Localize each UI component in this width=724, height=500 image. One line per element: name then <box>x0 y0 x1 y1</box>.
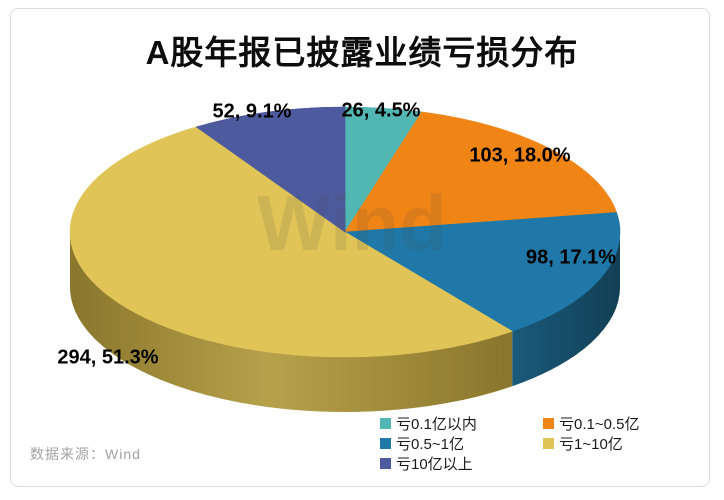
legend-label: 亏0.1亿以内 <box>396 415 477 433</box>
legend-item-0-0: 亏0.1亿以内 <box>380 413 477 433</box>
legend-swatch-icon <box>380 457 391 469</box>
slice-label-0.1-0.5: 103, 18.0% <box>469 144 571 167</box>
legend-swatch-icon <box>380 437 391 449</box>
legend-label: 亏10亿以上 <box>396 455 473 473</box>
pie-slice-2 <box>344 212 621 332</box>
wind-watermark: Wind <box>257 179 447 267</box>
legend-item-0-2: 亏10亿以上 <box>380 453 477 473</box>
legend-label: 亏0.1~0.5亿 <box>559 415 640 433</box>
legend-column-right: 亏0.1~0.5亿 亏1~10亿 <box>543 413 639 453</box>
legend-swatch-icon <box>543 437 554 449</box>
pie-slice-4 <box>195 106 346 233</box>
legend-item-1-1: 亏1~10亿 <box>543 433 639 453</box>
pie-slices <box>69 106 621 358</box>
slice-label-0.5-1: 98, 17.1% <box>525 246 617 269</box>
slice-label-over-10: 52, 9.1% <box>212 100 292 123</box>
pie-side-2 <box>512 232 620 387</box>
pie-slice-1 <box>344 111 618 233</box>
slice-label-1-10: 294, 51.3% <box>57 346 159 369</box>
pie-3d-sides <box>70 232 620 413</box>
legend-label: 亏1~10亿 <box>559 435 623 453</box>
legend-swatch-icon <box>380 417 391 429</box>
legend-swatch-icon <box>543 417 554 429</box>
data-source-note: 数据来源：Wind <box>30 446 141 462</box>
legend-item-1-0: 亏0.1~0.5亿 <box>543 413 639 433</box>
pie-slice-3 <box>69 126 513 358</box>
slice-label-under-0.1: 26, 4.5% <box>341 99 421 122</box>
legend-label: 亏0.5~1亿 <box>396 435 464 453</box>
legend-item-0-1: 亏0.5~1亿 <box>380 433 477 453</box>
pie-side-3 <box>70 232 513 413</box>
legend-column-left: 亏0.1亿以内 亏0.5~1亿 亏10亿以上 <box>380 413 477 473</box>
chart-title: A股年报已披露业绩亏损分布 <box>145 34 579 71</box>
